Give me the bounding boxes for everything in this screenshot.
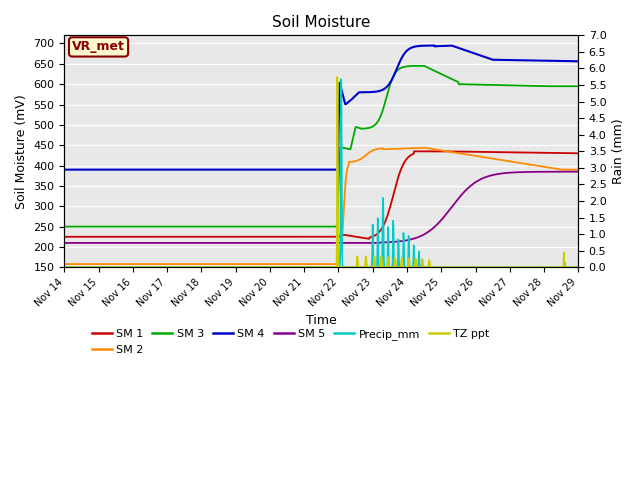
SM 3 — [353, 124, 361, 130]
Line: SM 4: SM 4 — [65, 46, 579, 169]
Precip_mm — [298, 264, 306, 270]
TZ ppt — [353, 253, 361, 259]
TZ ppt — [61, 264, 68, 270]
SM 2 — [575, 167, 582, 172]
SM 4 — [61, 167, 68, 172]
SM 2 — [278, 261, 286, 267]
SM 1 — [353, 234, 361, 240]
SM 5 — [61, 240, 68, 246]
Y-axis label: Soil Moisture (mV): Soil Moisture (mV) — [15, 94, 28, 209]
TZ ppt — [575, 264, 582, 270]
SM 4 — [121, 167, 129, 172]
Precip_mm — [289, 264, 297, 270]
Precip_mm — [278, 264, 286, 270]
SM 2 — [100, 261, 108, 267]
SM 1 — [575, 150, 582, 156]
SM 1 — [61, 234, 68, 240]
TZ ppt — [298, 264, 306, 270]
SM 3 — [100, 224, 108, 229]
SM 2 — [298, 261, 306, 267]
SM 2 — [61, 261, 68, 267]
SM 5 — [289, 240, 297, 246]
SM 1 — [100, 234, 108, 240]
SM 2 — [289, 261, 297, 267]
SM 3 — [289, 224, 297, 229]
SM 4 — [575, 59, 582, 64]
Precip_mm — [61, 264, 68, 270]
Title: Soil Moisture: Soil Moisture — [272, 15, 371, 30]
SM 1 — [298, 234, 306, 240]
TZ ppt — [121, 264, 129, 270]
Line: SM 5: SM 5 — [65, 172, 579, 243]
SM 3 — [575, 84, 582, 89]
SM 5 — [121, 240, 129, 246]
TZ ppt — [289, 264, 297, 270]
Precip_mm — [575, 264, 582, 270]
SM 1 — [289, 234, 297, 240]
X-axis label: Time: Time — [306, 314, 337, 327]
Line: Precip_mm: Precip_mm — [65, 79, 579, 267]
Precip_mm — [353, 264, 361, 270]
SM 1 — [410, 148, 418, 154]
Precip_mm — [121, 264, 129, 270]
SM 1 — [365, 236, 373, 242]
SM 1 — [121, 234, 129, 240]
SM 4 — [353, 92, 361, 97]
Y-axis label: Rain (mm): Rain (mm) — [612, 119, 625, 184]
SM 2 — [353, 158, 361, 164]
Line: SM 3: SM 3 — [65, 66, 579, 227]
Line: TZ ppt: TZ ppt — [65, 77, 579, 267]
TZ ppt — [100, 264, 108, 270]
SM 1 — [278, 234, 286, 240]
SM 5 — [278, 240, 286, 246]
Line: SM 1: SM 1 — [65, 151, 579, 239]
Legend: SM 1, SM 2, SM 3, SM 4, SM 5, Precip_mm, TZ ppt: SM 1, SM 2, SM 3, SM 4, SM 5, Precip_mm,… — [87, 325, 494, 359]
SM 3 — [61, 224, 68, 229]
SM 5 — [353, 240, 361, 246]
SM 3 — [298, 224, 306, 229]
TZ ppt — [278, 264, 286, 270]
SM 5 — [100, 240, 108, 246]
SM 4 — [447, 43, 455, 48]
SM 3 — [278, 224, 286, 229]
SM 3 — [121, 224, 129, 229]
SM 5 — [575, 169, 582, 175]
SM 2 — [121, 261, 129, 267]
Text: VR_met: VR_met — [72, 40, 125, 53]
SM 5 — [298, 240, 306, 246]
SM 3 — [407, 63, 415, 69]
Precip_mm — [337, 76, 345, 82]
SM 4 — [278, 167, 286, 172]
SM 4 — [289, 167, 297, 172]
SM 4 — [100, 167, 108, 172]
TZ ppt — [333, 74, 341, 80]
Precip_mm — [100, 264, 108, 270]
SM 4 — [298, 167, 306, 172]
Line: SM 2: SM 2 — [65, 148, 579, 264]
SM 2 — [420, 145, 428, 151]
